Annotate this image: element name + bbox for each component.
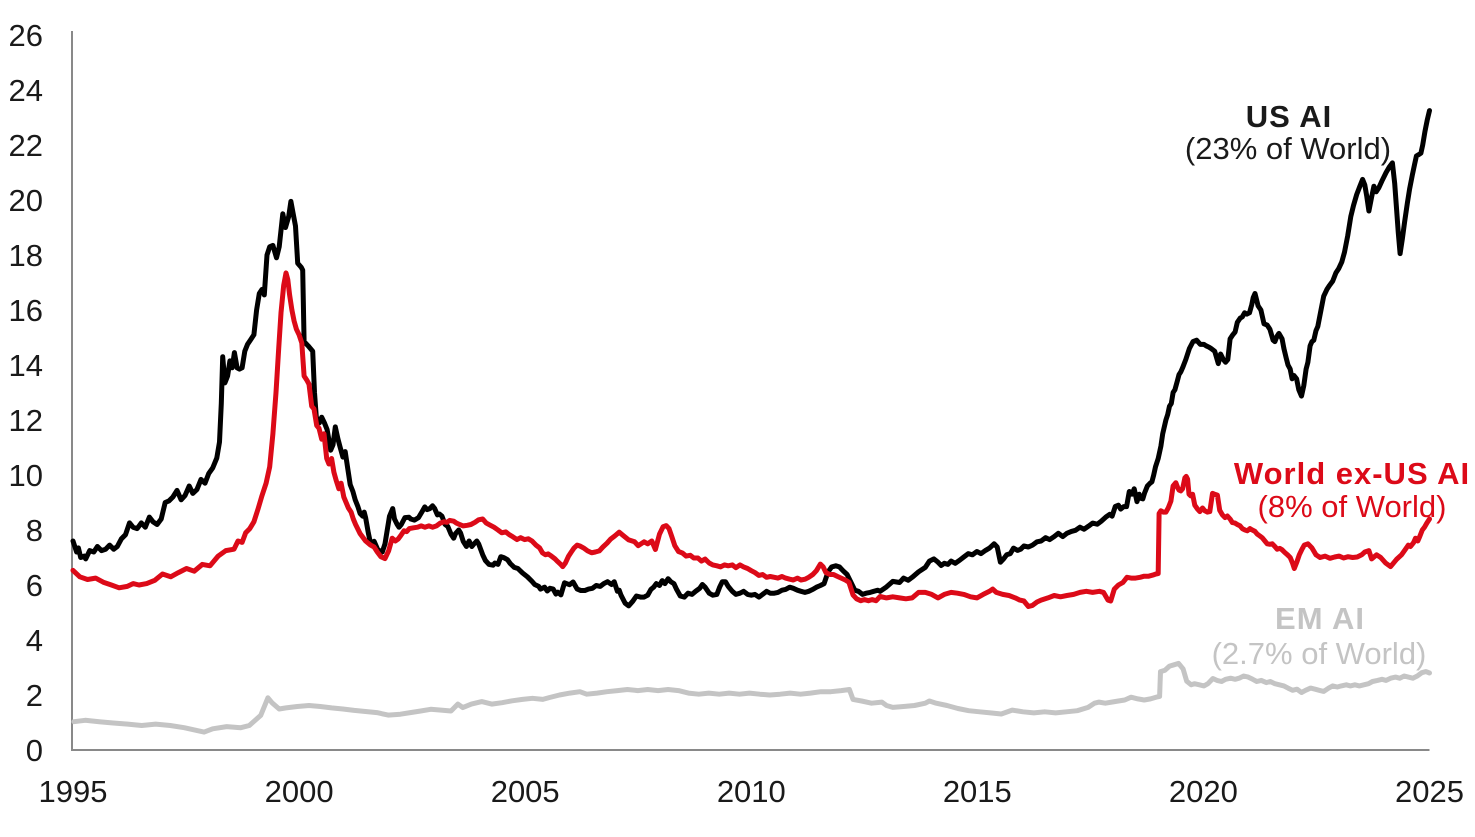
svg-text:World ex-US AI: World ex-US AI: [1234, 456, 1470, 491]
svg-text:22: 22: [9, 128, 43, 163]
svg-text:24: 24: [9, 73, 43, 108]
svg-text:8: 8: [26, 513, 43, 548]
svg-text:US AI: US AI: [1246, 99, 1333, 134]
svg-text:2000: 2000: [265, 774, 334, 809]
svg-text:10: 10: [9, 458, 43, 493]
svg-text:2005: 2005: [491, 774, 560, 809]
svg-text:4: 4: [26, 623, 43, 658]
svg-text:26: 26: [9, 18, 43, 53]
svg-text:12: 12: [9, 403, 43, 438]
svg-text:2: 2: [26, 678, 43, 713]
svg-text:18: 18: [9, 238, 43, 273]
svg-text:16: 16: [9, 293, 43, 328]
svg-text:2025: 2025: [1395, 774, 1464, 809]
svg-text:6: 6: [26, 568, 43, 603]
svg-text:14: 14: [9, 348, 43, 383]
svg-text:0: 0: [26, 733, 43, 768]
svg-text:EM AI: EM AI: [1275, 601, 1365, 636]
svg-text:1995: 1995: [39, 774, 108, 809]
svg-text:2010: 2010: [717, 774, 786, 809]
svg-text:(8% of World): (8% of World): [1258, 489, 1447, 524]
svg-text:20: 20: [9, 183, 43, 218]
svg-text:(2.7% of World): (2.7% of World): [1212, 636, 1427, 671]
svg-text:2020: 2020: [1169, 774, 1238, 809]
svg-text:(23% of World): (23% of World): [1185, 131, 1391, 166]
svg-text:2015: 2015: [943, 774, 1012, 809]
